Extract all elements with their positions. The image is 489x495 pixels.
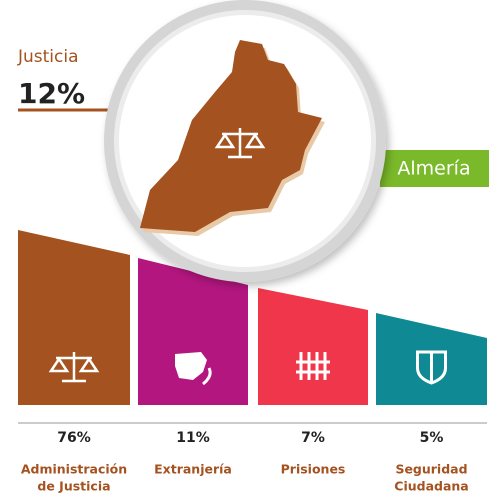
column-icon xyxy=(175,352,212,386)
headline-value: 12% xyxy=(18,77,85,110)
region-label: Almería xyxy=(397,158,470,180)
item-label: Administración xyxy=(21,462,127,477)
item-label: Seguridad xyxy=(395,462,467,477)
column-icon xyxy=(48,352,100,383)
column xyxy=(138,258,248,405)
column xyxy=(18,230,130,405)
item-value: 11% xyxy=(176,430,210,446)
region-badge xyxy=(380,150,489,187)
scales-icon xyxy=(214,128,266,159)
item-value: 76% xyxy=(57,430,91,446)
item-label: Ciudadana xyxy=(394,479,468,494)
map xyxy=(140,40,322,232)
item-label: de Justicia xyxy=(37,479,110,494)
column-icon xyxy=(416,350,447,385)
item-label: Extranjería xyxy=(154,462,232,477)
item-value: 5% xyxy=(420,430,444,446)
column-icon xyxy=(296,352,330,380)
magnifier xyxy=(104,0,386,282)
column xyxy=(258,288,368,405)
title: Justicia xyxy=(17,47,79,67)
columns xyxy=(18,230,487,405)
item-label: Prisiones xyxy=(281,462,346,477)
item-value: 7% xyxy=(301,430,325,446)
